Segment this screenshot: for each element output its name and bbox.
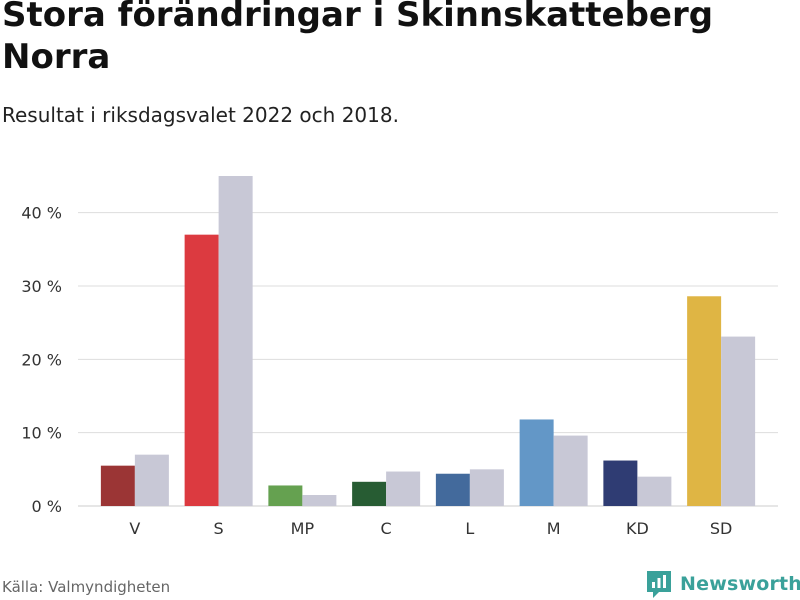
x-tick-label: M	[547, 519, 561, 538]
bar-2018-sd	[721, 336, 756, 506]
bar-2022-m	[519, 419, 554, 506]
newsworthy-logo-icon	[647, 571, 671, 598]
bar-2022-kd	[603, 460, 638, 506]
bar-2022-c	[352, 481, 387, 506]
x-tick-label: MP	[291, 519, 315, 538]
bar-2018-l	[469, 469, 504, 506]
bar-2018-s	[218, 176, 253, 506]
chart-title: Stora förändringar i Skinnskatteberg Nor…	[2, 0, 714, 77]
bar-2022-v	[100, 465, 135, 506]
bars	[100, 176, 756, 506]
bar-chart: 0 % 10 % 20 % 30 % 40 % V S MP C L M KD SD	[21, 176, 778, 538]
bar-2018-v	[134, 454, 169, 506]
brand-name: Newsworthy	[680, 573, 800, 595]
bar-2022-mp	[268, 485, 303, 506]
bar-2018-c	[386, 471, 421, 506]
bar-2018-mp	[302, 495, 337, 506]
y-axis-ticks: 0 % 10 % 20 % 30 % 40 %	[21, 204, 62, 516]
brand-logo[interactable]: Newsworthy	[644, 568, 800, 600]
bar-2018-kd	[637, 476, 672, 506]
y-tick-label: 40 %	[21, 204, 62, 223]
y-tick-label: 0 %	[32, 497, 62, 516]
x-axis-ticks: V S MP C L M KD SD	[129, 519, 732, 538]
x-tick-label: C	[381, 519, 392, 538]
bar-2022-l	[435, 473, 470, 506]
x-tick-label: L	[465, 519, 474, 538]
x-tick-label: SD	[710, 519, 732, 538]
bar-2022-sd	[687, 296, 722, 506]
chart-subtitle: Resultat i riksdagsvalet 2022 och 2018.	[2, 103, 399, 127]
x-tick-label: KD	[626, 519, 649, 538]
y-tick-label: 20 %	[21, 350, 62, 369]
bar-2022-s	[184, 234, 219, 506]
x-tick-label: S	[214, 519, 224, 538]
x-tick-label: V	[129, 519, 140, 538]
y-tick-label: 30 %	[21, 277, 62, 296]
bar-2018-m	[553, 435, 588, 506]
y-tick-label: 10 %	[21, 424, 62, 443]
grid-lines	[78, 212, 778, 507]
source-note: Källa: Valmyndigheten	[2, 578, 171, 596]
